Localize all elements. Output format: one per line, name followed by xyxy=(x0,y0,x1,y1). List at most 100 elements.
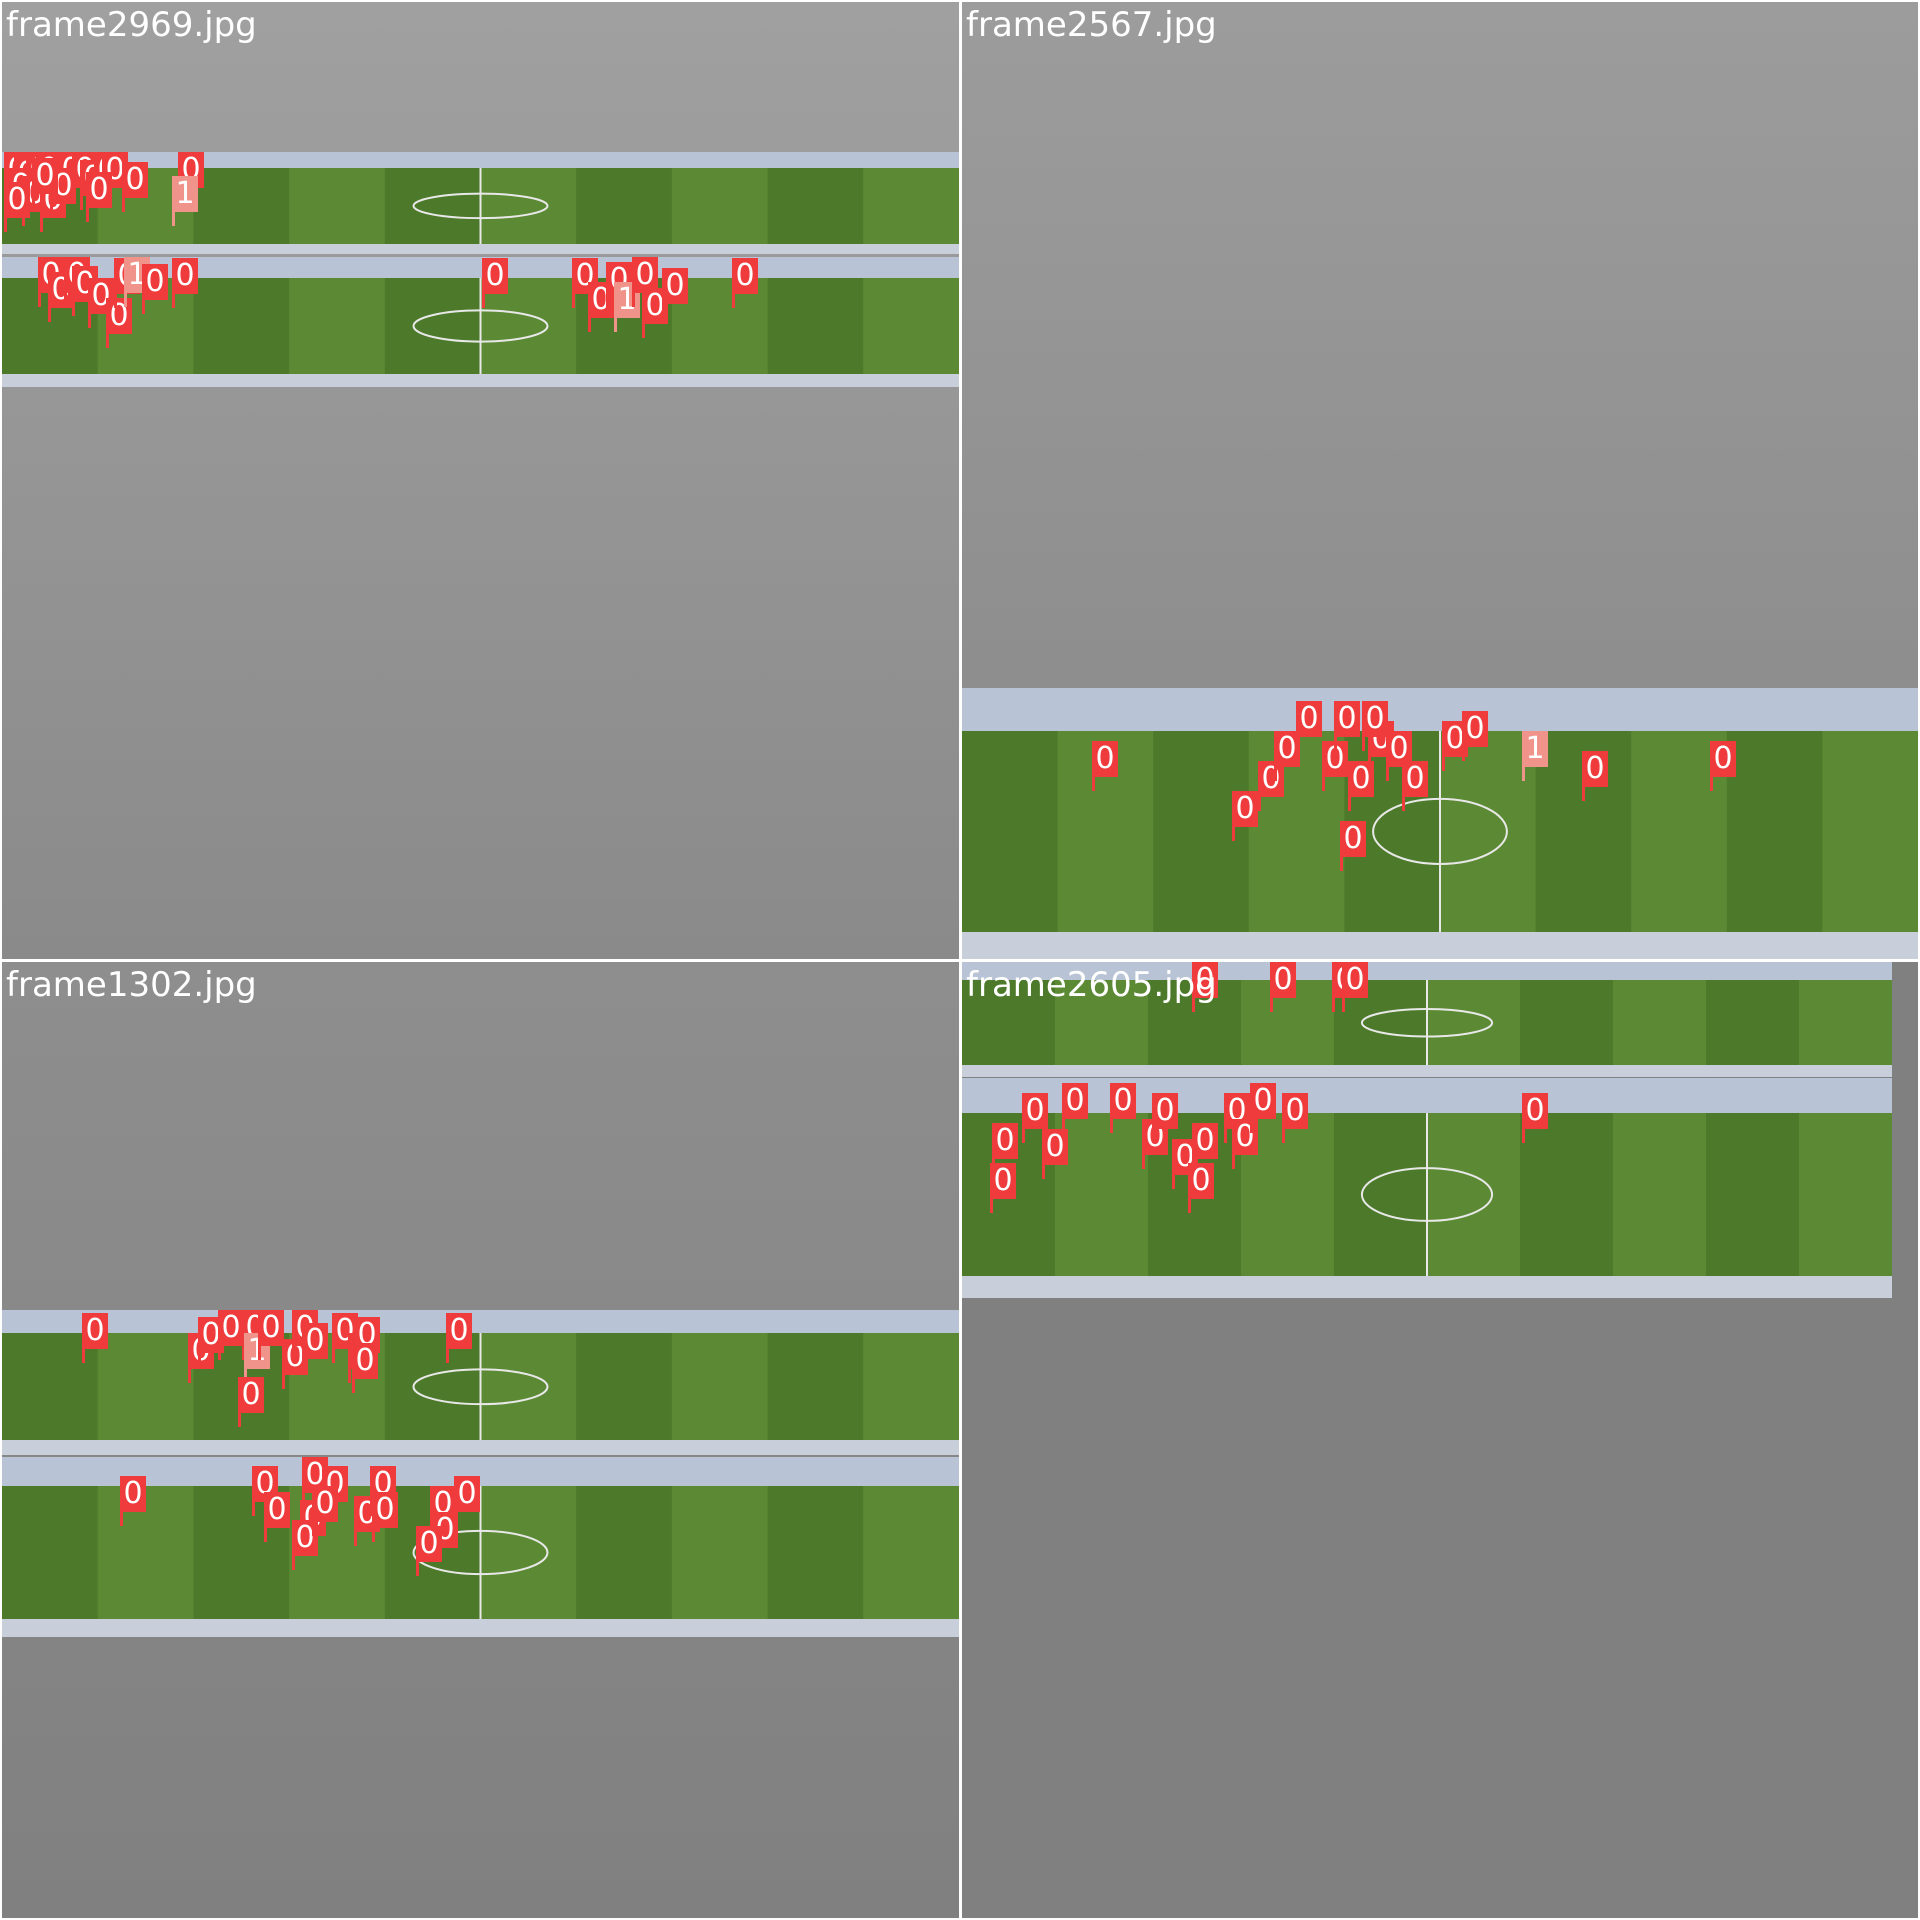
detection-box-edge xyxy=(252,1502,255,1516)
detection-box-edge xyxy=(1348,797,1351,811)
grass-stripe xyxy=(767,1333,865,1440)
detection-box-edge xyxy=(454,1512,457,1526)
soccer-field-image xyxy=(962,1078,1892,1298)
detection-box-edge xyxy=(348,1369,351,1383)
grass-stripe xyxy=(1706,1113,1800,1276)
detection-box-edge xyxy=(1402,797,1405,811)
detection-box-edge xyxy=(120,1512,123,1526)
center-circle xyxy=(412,309,549,343)
detection-box-edge xyxy=(990,1199,993,1213)
detection-box-edge xyxy=(572,294,575,308)
detection-class-label: 0 xyxy=(82,1313,108,1349)
detection-box-edge xyxy=(142,300,145,314)
detection-box-edge xyxy=(1334,737,1337,751)
grass-stripe xyxy=(1427,980,1521,1065)
detection-class-label: 0 xyxy=(1092,741,1118,777)
detection-class-label: 0 xyxy=(1282,1093,1308,1129)
detection-class-label: 0 xyxy=(172,258,198,294)
detection-box-edge xyxy=(80,196,83,210)
ad-boards xyxy=(962,932,1918,959)
center-circle xyxy=(412,1529,549,1576)
grass-stripe xyxy=(1799,980,1892,1065)
grass-stripe xyxy=(97,1486,195,1619)
grass-stripe xyxy=(1613,1113,1707,1276)
detection-class-label: 0 xyxy=(1322,741,1348,777)
mosaic-cell-frame2969: 00000000000000000001 0000000100000010000… xyxy=(2,2,959,959)
detection-class-label: 0 xyxy=(1022,1093,1048,1129)
detection-class-label: 0 xyxy=(1442,721,1468,757)
detection-class-label: 0 xyxy=(1342,962,1368,998)
soccer-field-image xyxy=(2,1310,959,1455)
detection-box-edge xyxy=(1386,767,1389,781)
detection-box-edge xyxy=(588,318,591,332)
grass-stripe xyxy=(767,168,865,244)
detection-box-edge xyxy=(446,1349,449,1363)
center-circle xyxy=(1360,1167,1494,1222)
detection-box-edge xyxy=(416,1562,419,1576)
detection-box-edge xyxy=(32,194,35,208)
grass-stripe xyxy=(863,168,959,244)
grass-stripe xyxy=(289,168,386,244)
detection-box-edge xyxy=(642,324,645,338)
detection-class-label: 0 xyxy=(662,268,688,304)
detection-box-edge xyxy=(1362,737,1365,751)
detection-box-edge xyxy=(312,1522,315,1536)
detection-class-label: 1 xyxy=(1522,731,1548,767)
grass-stripe xyxy=(1153,731,1250,932)
detection-box-edge xyxy=(64,293,67,307)
detection-box-edge xyxy=(198,1353,201,1367)
detection-class-label: 0 xyxy=(312,1486,338,1522)
detection-box-edge xyxy=(72,302,75,316)
grass-stripe xyxy=(962,731,1059,932)
detection-class-label: 0 xyxy=(1270,962,1296,998)
detection-class-label: 0 xyxy=(1710,741,1736,777)
detection-class-label: 0 xyxy=(1232,791,1258,827)
grass-stripe xyxy=(962,980,1056,1065)
grass-stripe xyxy=(480,168,578,244)
soccer-field-image xyxy=(962,962,1892,1077)
detection-box-edge xyxy=(606,298,609,312)
detection-box-edge xyxy=(238,1413,241,1427)
detection-class-label: 0 xyxy=(88,278,114,314)
detection-box-edge xyxy=(114,294,117,308)
grass-stripe xyxy=(576,168,673,244)
grass-stripe xyxy=(576,1333,673,1440)
grass-stripe xyxy=(1055,980,1149,1065)
detection-box-edge xyxy=(1296,737,1299,751)
detection-box-edge xyxy=(482,294,485,308)
detection-class-label: 0 xyxy=(446,1313,472,1349)
grass-stripe xyxy=(384,1333,482,1440)
grass-stripe xyxy=(767,278,865,374)
grass-stripe xyxy=(1822,731,1918,932)
detection-box-edge xyxy=(1110,1119,1113,1133)
detection-box-edge xyxy=(632,293,635,307)
center-circle xyxy=(1372,797,1508,865)
detection-class-label: 0 xyxy=(1250,1083,1276,1119)
detection-class-label: 0 xyxy=(1152,1093,1178,1129)
detection-box-edge xyxy=(242,1346,245,1360)
grass-stripe xyxy=(480,1333,578,1440)
detection-box-edge xyxy=(40,218,43,232)
detection-class-label: 0 xyxy=(1062,1083,1088,1119)
detection-box-edge xyxy=(1274,767,1277,781)
detection-box-edge xyxy=(1442,757,1445,771)
ad-boards xyxy=(962,1065,1892,1077)
center-circle xyxy=(1360,1007,1494,1038)
detection-class-label: 0 xyxy=(302,1323,328,1359)
detection-box-edge xyxy=(292,1346,295,1360)
detection-class-label: 0 xyxy=(1386,731,1412,767)
image-filename: frame1302.jpg xyxy=(6,965,257,1005)
image-filename: frame2605.jpg xyxy=(966,965,1217,1005)
detection-box-edge xyxy=(1322,777,1325,791)
detection-box-edge xyxy=(218,1346,221,1360)
detection-class-label: 0 xyxy=(32,158,58,194)
field-strip-top: 00000000000000000001 xyxy=(2,152,959,254)
detection-box-edge xyxy=(354,1532,357,1546)
detection-box-edge xyxy=(1582,787,1585,801)
detection-box-edge xyxy=(124,293,127,307)
detection-box-edge xyxy=(332,1349,335,1363)
detection-class-label: 0 xyxy=(1522,1093,1548,1129)
grass-stripe xyxy=(1706,980,1800,1065)
grass-stripe xyxy=(671,278,769,374)
